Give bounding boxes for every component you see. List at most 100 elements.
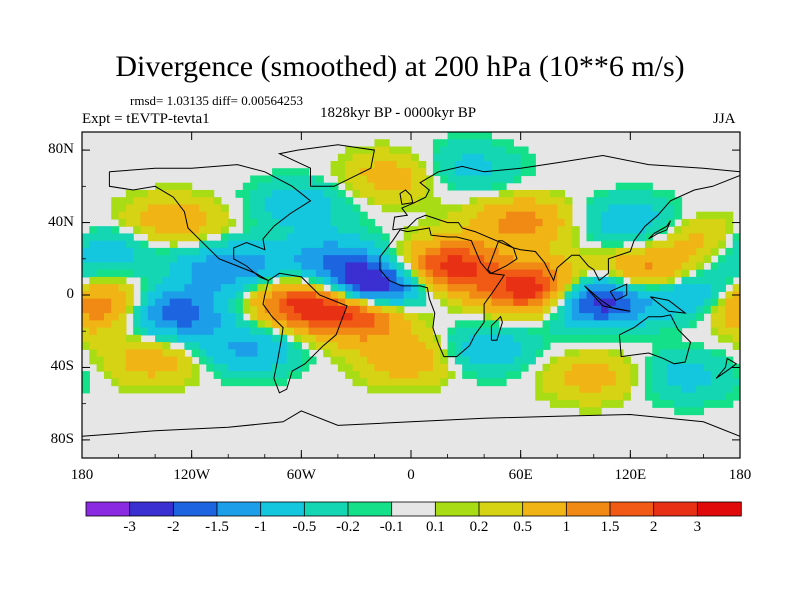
field-cell <box>454 175 463 184</box>
field-cell <box>367 189 376 198</box>
field-cell <box>330 305 339 314</box>
field-cell <box>462 175 471 184</box>
field-cell <box>506 175 514 184</box>
field-cell <box>228 247 237 256</box>
field-cell <box>710 284 719 292</box>
field-cell <box>418 218 427 227</box>
field-cell <box>659 392 668 401</box>
field-cell <box>608 240 617 249</box>
field-cell <box>630 378 639 387</box>
field-cell <box>659 334 668 343</box>
field-cell <box>491 320 500 329</box>
field-cell <box>432 218 441 227</box>
field-cell <box>440 226 449 235</box>
field-cell <box>308 247 317 256</box>
field-cell <box>593 407 602 416</box>
field-cell <box>235 363 244 372</box>
field-cell <box>688 240 697 249</box>
field-cell <box>403 269 412 278</box>
field-cell <box>425 385 434 394</box>
field-cell <box>162 247 171 256</box>
field-cell <box>725 327 734 336</box>
field-cell <box>520 197 529 206</box>
field-cell <box>213 247 222 256</box>
field-cell <box>374 276 383 285</box>
field-cell <box>703 356 712 365</box>
field-cell <box>242 182 251 191</box>
field-cell <box>579 371 588 379</box>
field-cell <box>206 255 215 263</box>
field-cell <box>601 189 609 198</box>
field-cell <box>82 334 90 343</box>
field-cell <box>279 305 288 314</box>
field-cell <box>601 226 609 235</box>
field-cell <box>220 233 229 242</box>
field-cell <box>374 255 383 263</box>
field-cell <box>257 291 266 300</box>
field-cell <box>469 182 478 191</box>
field-cell <box>177 320 185 329</box>
field-cell <box>615 211 624 220</box>
field-cell <box>601 334 609 343</box>
field-cell <box>235 269 244 278</box>
field-cell <box>279 189 288 198</box>
field-cell <box>315 305 324 314</box>
field-cell <box>359 320 368 329</box>
field-cell <box>198 269 207 278</box>
field-cell <box>133 385 142 394</box>
field-cell <box>623 363 631 372</box>
field-cell <box>198 240 207 249</box>
field-cell <box>542 378 551 387</box>
field-cell <box>82 247 90 256</box>
field-cell <box>513 197 522 206</box>
field-cell <box>198 255 207 263</box>
field-cell <box>527 189 536 198</box>
field-cell <box>476 305 485 314</box>
field-cell <box>177 218 185 227</box>
field-cell <box>418 247 427 256</box>
field-cell <box>549 233 558 242</box>
field-cell <box>659 291 668 300</box>
field-cell <box>520 363 529 372</box>
field-cell <box>549 291 558 300</box>
field-cell <box>520 313 529 321</box>
coastline <box>392 154 740 282</box>
field-cell <box>476 255 485 263</box>
field-cell <box>571 276 580 285</box>
field-cell <box>250 313 259 321</box>
field-cell <box>718 240 726 249</box>
field-cell <box>418 349 427 358</box>
field-cell <box>177 291 185 300</box>
field-cell <box>315 255 324 263</box>
field-cell <box>484 146 493 155</box>
field-cell <box>250 262 259 271</box>
field-cell <box>732 255 740 263</box>
field-cell <box>447 182 456 191</box>
field-cell <box>696 342 705 350</box>
field-cell <box>235 189 244 198</box>
coastline <box>108 164 312 281</box>
field-cell <box>411 363 419 372</box>
field-cell <box>396 276 405 285</box>
field-cell <box>315 320 324 329</box>
field-cell <box>418 298 427 307</box>
field-cell <box>432 197 441 206</box>
field-cell <box>579 349 588 358</box>
field-cell <box>652 262 661 271</box>
field-cell <box>177 298 185 307</box>
field-cell <box>118 371 127 379</box>
field-cell <box>549 189 558 198</box>
field-cell <box>476 218 485 227</box>
field-cell <box>681 305 690 314</box>
field-cell <box>264 313 273 321</box>
field-cell <box>601 204 609 213</box>
field-cell <box>418 327 427 336</box>
field-cell <box>454 247 463 256</box>
field-cell <box>198 197 207 206</box>
field-cell <box>725 262 734 271</box>
field-cell <box>82 284 90 292</box>
field-cell <box>593 226 602 235</box>
field-cell <box>476 298 485 307</box>
field-cell <box>579 247 588 256</box>
field-cell <box>286 218 295 227</box>
